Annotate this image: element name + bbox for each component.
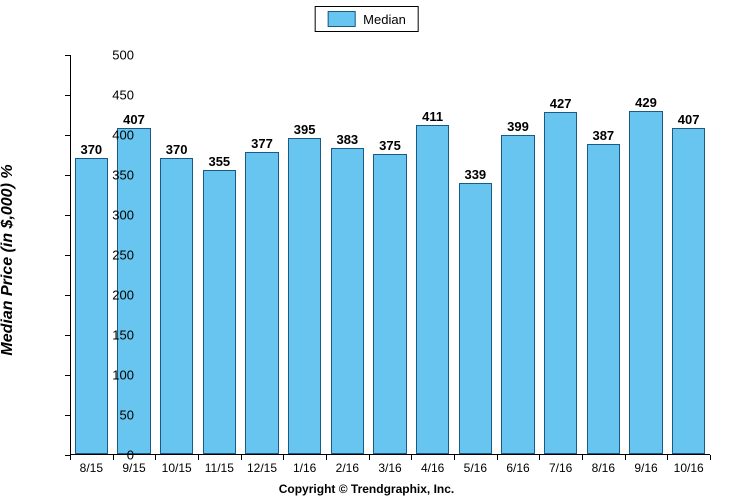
- x-tick: [667, 455, 668, 460]
- x-tick-label: 4/16: [421, 461, 444, 475]
- x-tick-label: 8/15: [80, 461, 103, 475]
- y-tick-label: 200: [84, 288, 134, 303]
- bar: 411: [416, 125, 449, 454]
- y-tick-label: 50: [84, 408, 134, 423]
- y-tick-label: 350: [84, 168, 134, 183]
- bar-value-label: 395: [294, 122, 316, 137]
- bar: 427: [544, 112, 577, 454]
- x-tick-label: 8/16: [592, 461, 615, 475]
- x-tick: [326, 455, 327, 460]
- y-tick-label: 450: [84, 88, 134, 103]
- y-tick-label: 300: [84, 208, 134, 223]
- bar-value-label: 375: [379, 138, 401, 153]
- y-tick: [65, 215, 70, 216]
- x-tick-label: 9/15: [122, 461, 145, 475]
- x-tick-label: 2/16: [336, 461, 359, 475]
- y-tick: [65, 375, 70, 376]
- legend-label: Median: [363, 12, 406, 27]
- bar: 407: [672, 128, 705, 454]
- bar: 339: [459, 183, 492, 454]
- bar-value-label: 429: [635, 95, 657, 110]
- y-tick-label: 250: [84, 248, 134, 263]
- x-tick-label: 6/16: [506, 461, 529, 475]
- bar-value-label: 399: [507, 119, 529, 134]
- plot-area: 370 407 370 355 377 395 383 375 411 339 399 427 387 4…: [70, 55, 710, 455]
- bar: 355: [203, 170, 236, 454]
- y-tick: [65, 255, 70, 256]
- y-tick-label: 100: [84, 368, 134, 383]
- y-tick: [65, 95, 70, 96]
- bar: 375: [373, 154, 406, 454]
- x-tick: [369, 455, 370, 460]
- bar-value-label: 355: [208, 154, 230, 169]
- x-tick-label: 11/15: [205, 461, 234, 475]
- bar-value-label: 377: [251, 136, 273, 151]
- x-tick: [582, 455, 583, 460]
- x-tick: [454, 455, 455, 460]
- x-tick: [70, 455, 71, 460]
- x-tick-label: 12/15: [247, 461, 277, 475]
- bar: 399: [501, 135, 534, 454]
- y-tick: [65, 55, 70, 56]
- x-tick: [283, 455, 284, 460]
- y-tick: [65, 335, 70, 336]
- bar-value-label: 370: [80, 142, 102, 157]
- copyright-text: Copyright © Trendgraphix, Inc.: [279, 482, 455, 496]
- x-tick: [241, 455, 242, 460]
- x-tick: [710, 455, 711, 460]
- bar-value-label: 427: [550, 96, 572, 111]
- bar-value-label: 407: [678, 112, 700, 127]
- bars-group: 370 407 370 355 377 395 383 375 411 339 399 427 387 4…: [70, 55, 710, 455]
- y-tick: [65, 295, 70, 296]
- bar: 377: [245, 152, 278, 454]
- bar: 395: [288, 138, 321, 454]
- y-tick-label: 500: [84, 48, 134, 63]
- bar: 383: [331, 148, 364, 454]
- x-tick: [497, 455, 498, 460]
- bar-value-label: 370: [166, 142, 188, 157]
- bar-value-label: 387: [592, 128, 614, 143]
- chart-container: Median Median Price (in $,000) % 3704073…: [0, 0, 733, 500]
- y-tick: [65, 135, 70, 136]
- bar: 370: [160, 158, 193, 454]
- x-tick-label: 10/15: [162, 461, 192, 475]
- x-tick: [113, 455, 114, 460]
- x-tick: [411, 455, 412, 460]
- y-tick: [65, 175, 70, 176]
- y-tick: [65, 415, 70, 416]
- y-tick-label: 150: [84, 328, 134, 343]
- bar-value-label: 339: [464, 167, 486, 182]
- x-tick-label: 7/16: [549, 461, 572, 475]
- x-tick-label: 9/16: [634, 461, 657, 475]
- x-tick: [198, 455, 199, 460]
- legend: Median: [314, 6, 419, 32]
- x-tick: [625, 455, 626, 460]
- bar: 387: [587, 144, 620, 454]
- bar: 429: [629, 111, 662, 454]
- x-tick-label: 1/16: [293, 461, 316, 475]
- bar-value-label: 407: [123, 112, 145, 127]
- y-axis-title: Median Price (in $,000) %: [0, 164, 17, 355]
- x-tick: [539, 455, 540, 460]
- x-tick-label: 5/16: [464, 461, 487, 475]
- x-tick-label: 3/16: [378, 461, 401, 475]
- bar-value-label: 383: [336, 132, 358, 147]
- x-tick-label: 10/16: [674, 461, 704, 475]
- x-tick: [155, 455, 156, 460]
- y-tick-label: 400: [84, 128, 134, 143]
- bar-value-label: 411: [422, 109, 443, 124]
- legend-swatch: [327, 11, 355, 27]
